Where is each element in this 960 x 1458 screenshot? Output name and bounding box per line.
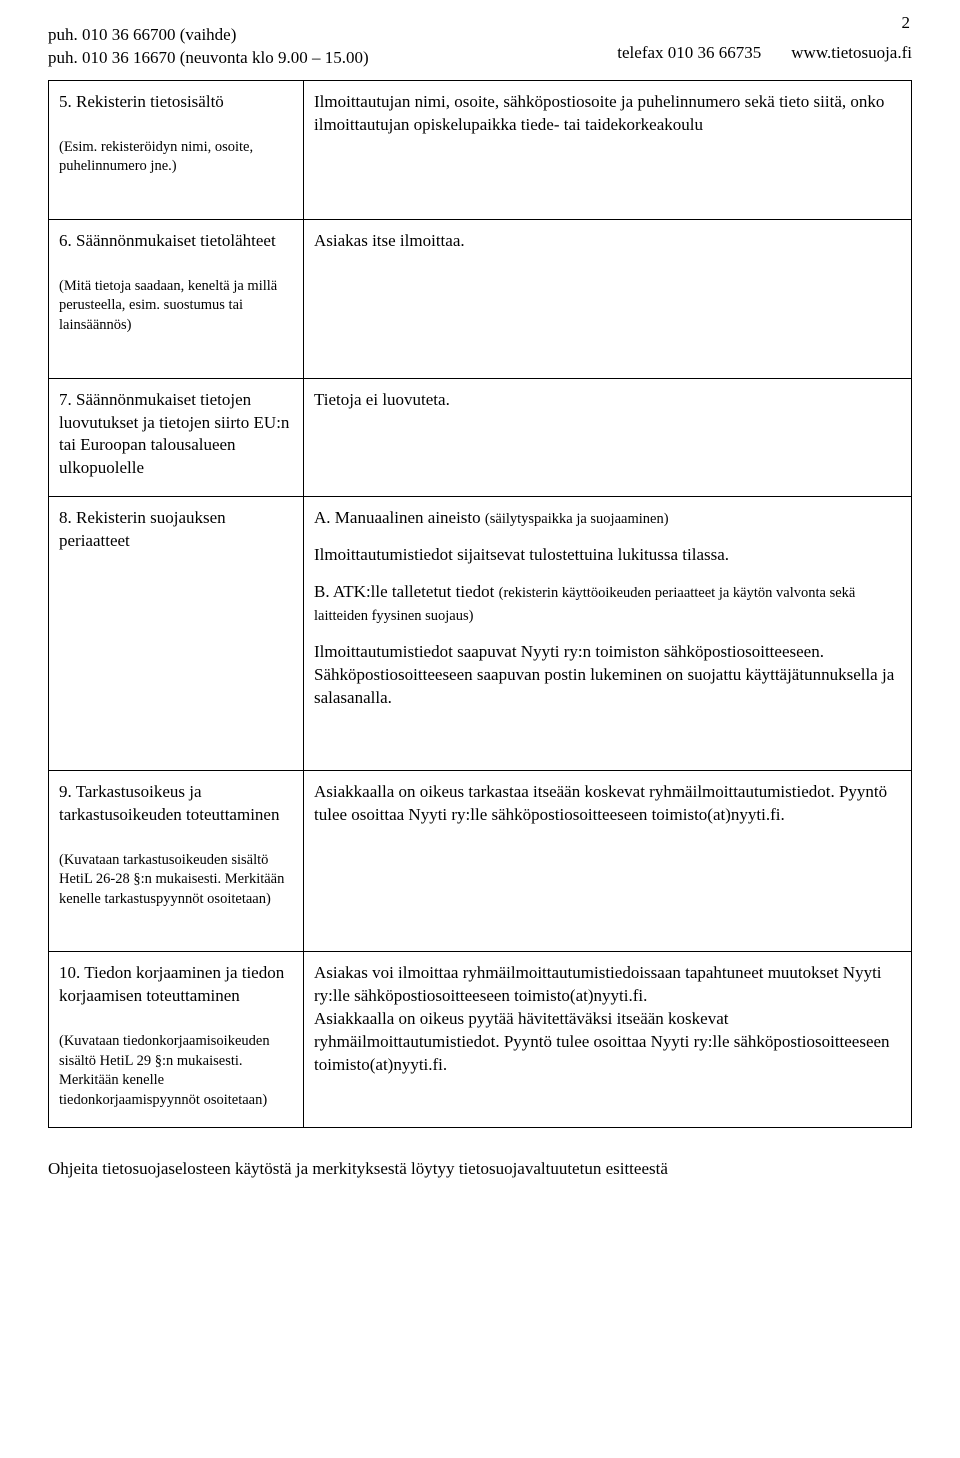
header-fax: telefax 010 36 66735 [617, 42, 761, 65]
row8-a-small: (säilytyspaikka ja suojaaminen) [485, 511, 669, 527]
table-row: 9. Tarkastusoikeus ja tarkastusoikeuden … [49, 770, 912, 952]
table-row: 8. Rekisterin suojauksen periaatteet A. … [49, 497, 912, 771]
row-desc: (Kuvataan tiedonkorjaamisoikeuden sisält… [59, 1032, 293, 1110]
row-content: Tietoja ei luovuteta. [314, 389, 901, 412]
row-content: A. Manuaalinen aineisto (säilytyspaikka … [314, 507, 901, 710]
row-desc: (Kuvataan tarkastusoikeuden sisältö Heti… [59, 851, 293, 910]
row-content: Asiakas itse ilmoittaa. [314, 230, 901, 253]
row8-a-body: Ilmoittautumistiedot sijaitsevat tuloste… [314, 544, 901, 567]
header-phone-1: puh. 010 36 66700 (vaihde) [48, 24, 369, 47]
row-content: Ilmoittautujan nimi, osoite, sähköpostio… [314, 91, 901, 137]
row8-b-body: Ilmoittautumistiedot saapuvat Nyyti ry:n… [314, 641, 901, 710]
row-content: Asiakkaalla on oikeus tarkastaa itseään … [314, 781, 901, 827]
row-title: 5. Rekisterin tietosisältö [59, 91, 293, 114]
row-desc: (Esim. rekisteröidyn nimi, osoite, puhel… [59, 138, 293, 177]
row-title: 10. Tiedon korjaaminen ja tiedon korjaam… [59, 962, 293, 1008]
page-number: 2 [902, 12, 911, 35]
table-row: 10. Tiedon korjaaminen ja tiedon korjaam… [49, 952, 912, 1127]
row-title: 9. Tarkastusoikeus ja tarkastusoikeuden … [59, 781, 293, 827]
table-row: 5. Rekisterin tietosisältö (Esim. rekist… [49, 80, 912, 219]
table-row: 7. Säännönmukaiset tietojen luovutukset … [49, 378, 912, 497]
document-header: puh. 010 36 66700 (vaihde) puh. 010 36 1… [48, 24, 912, 70]
header-phone-2: puh. 010 36 16670 (neuvonta klo 9.00 – 1… [48, 47, 369, 70]
row-title: 7. Säännönmukaiset tietojen luovutukset … [59, 389, 293, 481]
header-left: puh. 010 36 66700 (vaihde) puh. 010 36 1… [48, 24, 369, 70]
row-title: 6. Säännönmukaiset tietolähteet [59, 230, 293, 253]
row-content: Asiakas voi ilmoittaa ryhmäilmoittautumi… [314, 962, 901, 1077]
header-url: www.tietosuoja.fi [791, 42, 912, 65]
row-desc: (Mitä tietoja saadaan, keneltä ja millä … [59, 277, 293, 336]
footer-note: Ohjeita tietosuojaselosteen käytöstä ja … [48, 1158, 912, 1181]
table-row: 6. Säännönmukaiset tietolähteet (Mitä ti… [49, 219, 912, 378]
row8-b-pre: B. ATK:lle talletetut tiedot [314, 582, 499, 601]
register-table: 5. Rekisterin tietosisältö (Esim. rekist… [48, 80, 912, 1128]
header-right: telefax 010 36 66735 www.tietosuoja.fi [617, 42, 912, 65]
row-title: 8. Rekisterin suojauksen periaatteet [59, 507, 293, 553]
row8-a-pre: A. Manuaalinen aineisto [314, 508, 485, 527]
